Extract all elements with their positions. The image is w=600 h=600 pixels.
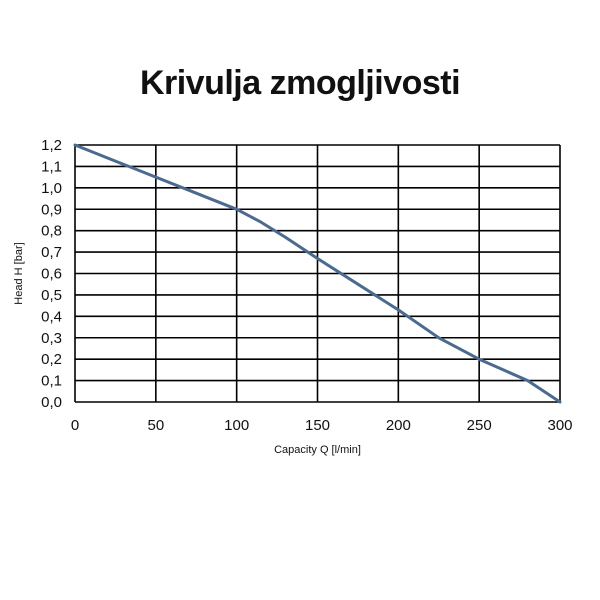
x-tick-label: 200 <box>386 417 411 434</box>
y-tick-label: 1,2 <box>41 137 62 154</box>
y-tick-label: 0,1 <box>41 373 62 390</box>
x-tick-label: 150 <box>305 417 330 434</box>
series-line <box>73 143 562 404</box>
y-tick-label: 0,0 <box>41 394 62 411</box>
series-layer <box>73 143 562 404</box>
y-tick-label: 0,7 <box>41 244 62 261</box>
x-axis-title: Capacity Q [l/min] <box>274 444 361 456</box>
x-tick-label: 250 <box>467 417 492 434</box>
y-tick-label: 0,5 <box>41 287 62 304</box>
y-tick-label: 0,6 <box>41 266 62 283</box>
y-tick-label: 1,0 <box>41 180 62 197</box>
y-axis-title: Head H [bar] <box>13 242 25 304</box>
y-tick-label: 0,2 <box>41 351 62 368</box>
y-tick-label: 0,8 <box>41 223 62 240</box>
y-tick-label: 0,4 <box>41 308 62 325</box>
x-tick-label: 100 <box>224 417 249 434</box>
y-tick-label: 0,9 <box>41 201 62 218</box>
chart-title: Krivulja zmogljivosti <box>139 64 461 102</box>
tick-labels: 0,0 0,1 0,2 0,3 0,4 0,5 0,6 0,7 0,8 0,9 1,0 1,1 1,2 0… <box>41 137 572 434</box>
y-tick-label: 1,1 <box>41 158 62 175</box>
x-tick-label: 50 <box>147 417 164 434</box>
y-tick-label: 0,3 <box>41 330 62 347</box>
x-tick-label: 0 <box>71 417 79 434</box>
x-tick-label: 300 <box>547 417 572 434</box>
